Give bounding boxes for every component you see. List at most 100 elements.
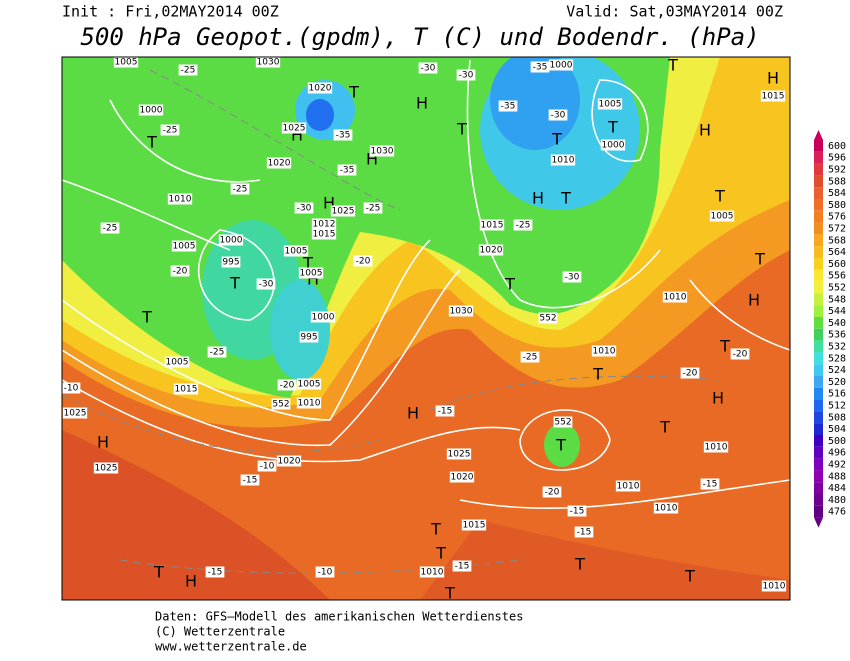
temperature-label: -30 (565, 273, 580, 283)
colorbar-label: 508 (828, 412, 846, 423)
temperature-label: -25 (103, 224, 118, 234)
colorbar-swatch (814, 399, 823, 412)
colorbar-label: 476 (828, 507, 846, 518)
isobar-label-box (461, 519, 487, 531)
isobar-label-box (369, 145, 395, 157)
temperature-label-box (160, 124, 180, 136)
colorbar-swatch (814, 140, 823, 152)
temperature-label: -20 (356, 257, 371, 267)
colorbar-label: 568 (828, 235, 846, 246)
colorbar-label: 540 (828, 318, 846, 329)
isobar-label-box (548, 59, 574, 71)
pressure-center: T (146, 133, 157, 152)
temperature-label: -15 (455, 562, 470, 572)
colorbar-swatch (814, 305, 823, 317)
colorbar-swatch (814, 494, 823, 506)
isobars (62, 59, 790, 510)
colorbar-label: 520 (828, 377, 846, 388)
warm-region (420, 520, 790, 600)
temperature-label-box (170, 265, 190, 277)
colorbar-label: 560 (828, 259, 846, 270)
pressure-center: T (754, 250, 765, 269)
temperature-label-box (567, 505, 587, 517)
colorbar-swatch (814, 376, 823, 388)
pressure-center: H (407, 404, 419, 423)
temperature-label: -35 (501, 102, 516, 112)
isobar-label: 1015 (313, 230, 336, 240)
colorbar-label: 556 (828, 271, 846, 282)
isobar-label: 1015 (762, 92, 785, 102)
colorbar-swatch (814, 281, 823, 294)
isobar-label: 1010 (593, 347, 616, 357)
height-label-box (271, 398, 291, 410)
temperature-label: -10 (260, 462, 275, 472)
isobar-label-box (281, 122, 307, 134)
colorbar-label: 484 (828, 483, 846, 494)
colorbar-swatch (814, 505, 823, 518)
isobar-label-box (255, 57, 281, 68)
isobar-label: 1005 (711, 212, 734, 222)
temperature-label-box (100, 222, 120, 234)
pressure-center: T (153, 563, 164, 582)
temperature-label: -15 (438, 407, 453, 417)
colorbar-swatch (814, 340, 823, 353)
warm-region (62, 430, 330, 600)
footer-line: (C) Wetterzentrale (155, 625, 285, 639)
colorbar: 6005965925885845805765725685645605565525… (814, 130, 846, 528)
isobar-label-box (449, 471, 475, 483)
height-label-box (553, 416, 573, 428)
temperature-label: -25 (516, 221, 531, 231)
colorbar-swatch (814, 364, 823, 376)
colorbar-swatch (814, 269, 823, 282)
isobar-label: 1025 (448, 450, 471, 460)
isotherms (62, 69, 721, 574)
temperature-label: -25 (366, 204, 381, 214)
cold-core (306, 99, 334, 131)
isobar-label-box (221, 256, 241, 268)
isobar-label: 1000 (602, 141, 625, 151)
temperature-label: -15 (577, 528, 592, 538)
isobar-label-box (761, 580, 787, 592)
isobar-label-box (709, 210, 735, 222)
isobar-label: 1010 (169, 195, 192, 205)
isobar-label: 995 (300, 333, 317, 343)
colorbar-label: 536 (828, 330, 846, 341)
isobar-label: 1030 (371, 147, 394, 157)
colorbar-label: 544 (828, 306, 846, 317)
height-label-box (538, 312, 558, 324)
colorbar-label: 500 (828, 436, 846, 447)
isobar-label-box (662, 291, 688, 303)
pressure-center: T (714, 187, 725, 206)
isobar-label: 1005 (298, 380, 321, 390)
colorbar-label: 564 (828, 247, 846, 258)
colorbar-swatch (814, 246, 823, 258)
colorbar-swatch (814, 423, 823, 435)
isobar-label-box (296, 397, 322, 409)
colorbar-label: 532 (828, 342, 846, 353)
temperature-label: -35 (340, 166, 355, 176)
pressure-center: T (667, 56, 678, 75)
cold-core (490, 57, 580, 150)
isobar-label-box (93, 462, 119, 474)
colorbar-label: 528 (828, 353, 846, 364)
isobar-label: 1025 (283, 124, 306, 134)
temperature-label-box (62, 382, 81, 394)
temperature-label: -30 (459, 71, 474, 81)
pressure-center: T (348, 83, 359, 102)
isobar-label-box (167, 193, 193, 205)
valid-time: Valid: Sat,03MAY2014 00Z (566, 3, 783, 21)
pressure-center: T (430, 520, 441, 539)
isobar-label-box (283, 245, 309, 257)
isobar-label-box (591, 345, 617, 357)
pressure-center: T (719, 337, 730, 356)
isobar-label: 1025 (64, 409, 87, 419)
isobar-label: 1005 (173, 242, 196, 252)
colorbar-swatch (814, 151, 823, 164)
pressure-center: H (185, 572, 197, 591)
temperature-label: -25 (233, 185, 248, 195)
colorbar-swatch (814, 163, 823, 176)
temperature-label: -30 (297, 204, 312, 214)
isobar-label-box (138, 104, 164, 116)
isobar-label: 1020 (309, 84, 332, 94)
